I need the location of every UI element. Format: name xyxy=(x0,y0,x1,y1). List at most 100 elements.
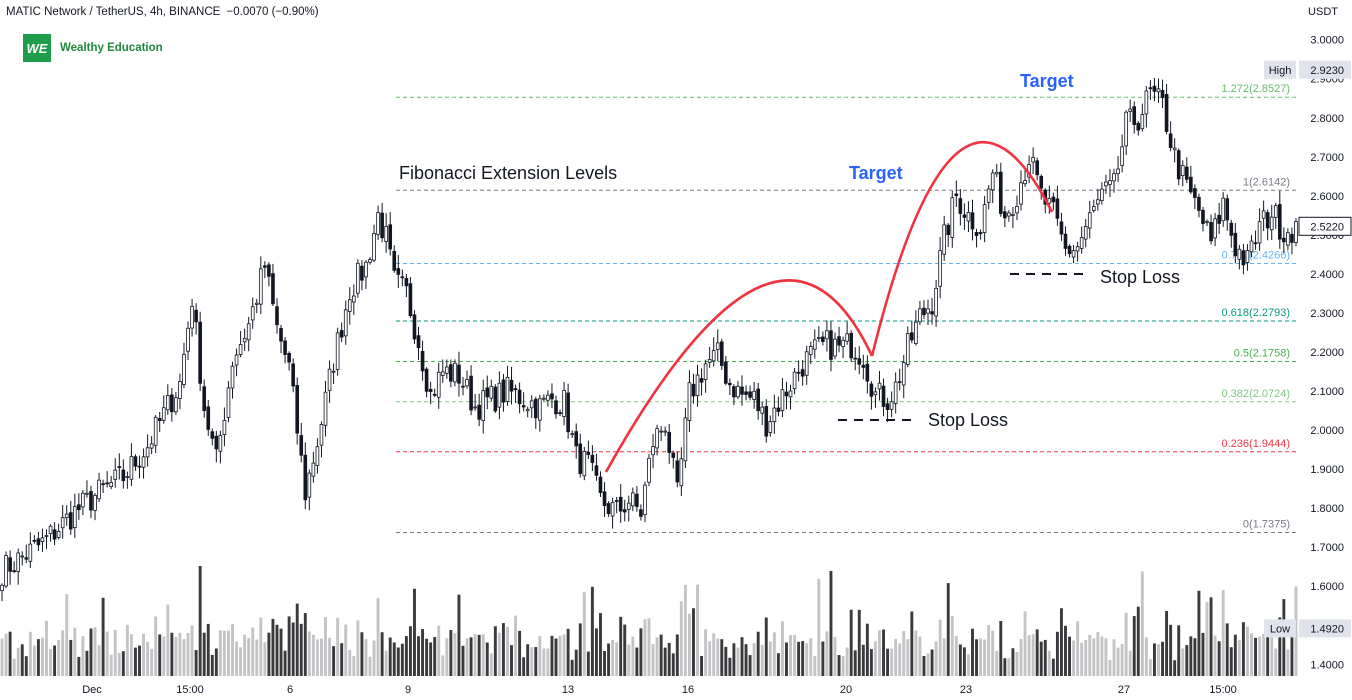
volume-bar xyxy=(607,643,611,676)
candle-body xyxy=(1124,111,1128,147)
candle-body xyxy=(566,392,570,433)
candle-body xyxy=(461,385,465,388)
low-badge-value: 1.4920 xyxy=(1310,623,1344,635)
candle-body xyxy=(784,391,789,397)
candle-body xyxy=(8,557,12,572)
candle-body xyxy=(930,311,934,315)
candle-body xyxy=(238,344,243,355)
candle-body xyxy=(432,393,437,396)
candle-body xyxy=(1047,198,1052,204)
candle-body xyxy=(206,406,211,430)
volume-bar xyxy=(712,633,716,676)
candle-body xyxy=(610,502,615,517)
volume-bar xyxy=(894,638,898,676)
volume-bar xyxy=(619,616,623,676)
candle-body xyxy=(667,431,672,453)
volume-bar xyxy=(1144,637,1148,676)
volume-bar xyxy=(20,644,24,676)
candle-body xyxy=(958,198,963,214)
volume-bar xyxy=(1177,625,1181,676)
volume-bar xyxy=(214,648,218,676)
candle-body xyxy=(1221,197,1226,222)
candle-body xyxy=(707,359,712,363)
volume-bar xyxy=(53,645,57,676)
volume-bar xyxy=(222,630,226,676)
candle-body xyxy=(1152,85,1157,92)
candle-body xyxy=(60,517,65,529)
candle-body xyxy=(550,393,554,400)
volume-bar xyxy=(380,632,384,676)
candle-body xyxy=(16,552,21,572)
candle-body xyxy=(715,342,720,350)
candle-body xyxy=(905,333,910,365)
candle-body xyxy=(121,469,126,482)
volume-bar xyxy=(352,656,356,676)
candle-body xyxy=(105,482,109,485)
volume-bar xyxy=(1282,599,1286,676)
candle-body xyxy=(1116,168,1120,175)
candle-body xyxy=(145,447,150,458)
volume-bar xyxy=(109,654,113,676)
volume-bar xyxy=(979,638,983,676)
volume-bar xyxy=(271,618,275,676)
candle-body xyxy=(1104,181,1108,187)
candle-body xyxy=(1075,246,1080,252)
volume-bar xyxy=(376,598,380,676)
candle-body xyxy=(1007,212,1011,217)
candle-body xyxy=(817,336,821,339)
candle-body xyxy=(990,172,995,191)
volume-bar xyxy=(663,647,667,676)
candle-body xyxy=(64,513,69,518)
candle-body xyxy=(428,388,433,392)
volume-bar xyxy=(307,631,311,676)
volume-bar xyxy=(396,647,400,676)
volume-bar xyxy=(1120,643,1124,676)
candle-body xyxy=(501,379,506,403)
volume-bar xyxy=(1157,644,1160,676)
brand-logo-icon: WE xyxy=(23,34,51,62)
volume-bar xyxy=(768,641,772,676)
volume-bar xyxy=(174,637,178,676)
candle-body xyxy=(910,332,914,341)
volume-bar xyxy=(93,627,97,676)
volume-bar xyxy=(853,650,857,676)
candle-body xyxy=(198,321,202,384)
volume-bar xyxy=(918,636,922,676)
volume-bar xyxy=(368,656,372,676)
fib-label: 1.272(2.8527) xyxy=(1222,83,1291,95)
candle-body xyxy=(32,539,37,542)
volume-bar xyxy=(724,646,728,676)
candle-body xyxy=(533,398,538,419)
volume-bar xyxy=(550,635,554,676)
volume-bar xyxy=(303,613,307,676)
fib-label: 0(1.7375) xyxy=(1243,519,1290,531)
x-tick-label: 23 xyxy=(960,684,972,696)
candle-body xyxy=(125,476,130,478)
volume-bar xyxy=(1254,637,1257,676)
volume-bar xyxy=(631,636,635,676)
candle-body xyxy=(404,278,409,287)
candle-body xyxy=(877,382,882,390)
candle-body xyxy=(643,484,647,515)
candle-body xyxy=(52,529,57,540)
candle-body xyxy=(986,188,991,203)
volume-bar xyxy=(113,629,117,676)
pattern-arc xyxy=(870,140,1054,357)
volume-bar xyxy=(8,631,12,676)
volume-bar xyxy=(1148,659,1152,676)
last-price-badge-value-bg xyxy=(1298,216,1352,236)
candle-body xyxy=(392,250,397,271)
volume-bar xyxy=(1096,632,1100,676)
candle-body xyxy=(918,308,922,323)
volume-bar xyxy=(1262,634,1266,676)
volume-bar xyxy=(473,634,477,676)
candle-body xyxy=(1015,206,1019,214)
volume-bar xyxy=(930,649,934,676)
candle-body xyxy=(659,430,663,433)
candle-body xyxy=(655,428,659,449)
volume-bar xyxy=(1136,606,1140,676)
volume-bar xyxy=(469,637,473,676)
volume-bars xyxy=(0,566,1298,676)
candle-body xyxy=(841,339,845,347)
